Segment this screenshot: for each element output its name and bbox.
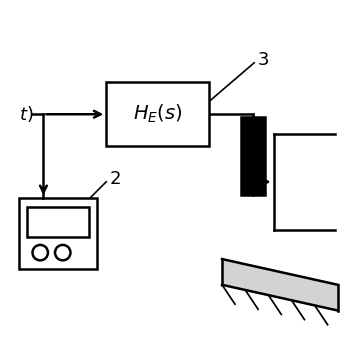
- Bar: [106, 82, 209, 147]
- Polygon shape: [222, 259, 338, 310]
- Text: 2: 2: [109, 170, 121, 188]
- Text: $t)$: $t)$: [19, 104, 34, 124]
- Bar: [19, 198, 97, 269]
- Bar: [27, 207, 88, 236]
- Circle shape: [55, 245, 70, 260]
- Bar: [241, 118, 266, 195]
- Text: $H_E(s)$: $H_E(s)$: [133, 103, 182, 125]
- Text: 3: 3: [257, 51, 269, 69]
- Circle shape: [33, 245, 48, 260]
